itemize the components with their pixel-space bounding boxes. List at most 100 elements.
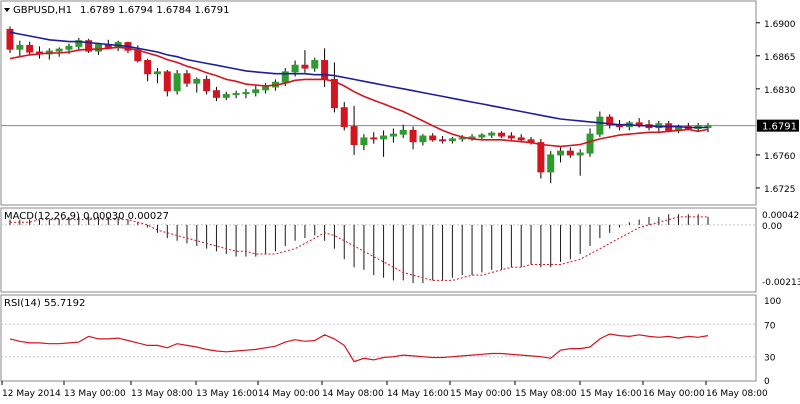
- candle-body: [55, 48, 63, 52]
- time-tick-label: 12 May 2014: [2, 389, 61, 399]
- candle-body: [606, 116, 614, 126]
- time-tick-label: 14 May 00:00: [258, 389, 320, 399]
- candle-body: [586, 133, 594, 154]
- time-tick-label: 15 May 16:00: [580, 389, 642, 399]
- symbol-label: GBPUSD,H1: [13, 5, 72, 16]
- price-tick-label: 1.6725: [764, 185, 796, 195]
- candle-body: [389, 133, 397, 137]
- price-tick-label: 1.6900: [764, 20, 796, 30]
- candle-body: [380, 135, 388, 140]
- grid-layer: [1, 125, 756, 358]
- candle-body: [163, 71, 171, 92]
- time-tick-label: 14 May 08:00: [322, 389, 384, 399]
- price-tick-label: 1.6830: [764, 86, 796, 96]
- candle-body: [517, 137, 525, 141]
- candle-body: [566, 150, 574, 156]
- candle-body: [478, 134, 486, 138]
- last-price-label: 1.6791: [762, 122, 797, 133]
- candle-body: [212, 90, 220, 98]
- candle-body: [321, 60, 329, 80]
- candle-body: [183, 73, 191, 84]
- macd-series-layer: [9, 214, 709, 284]
- candle-body: [262, 86, 270, 91]
- candle-body: [360, 137, 368, 146]
- candle-body: [350, 126, 358, 146]
- candle-body: [6, 28, 14, 50]
- candle-body: [507, 135, 515, 139]
- candle-body: [330, 78, 338, 109]
- price-tick-label: 1.6760: [764, 152, 796, 162]
- candle-body: [75, 40, 83, 47]
- candle-body: [547, 154, 555, 173]
- candle-body: [134, 49, 142, 62]
- last-price-tag: 1.6791: [757, 119, 799, 133]
- macd-panel[interactable]: [0, 207, 757, 293]
- macd-tick-label: -0.00213: [762, 278, 800, 288]
- macd-tick-label: 0.00042: [762, 211, 799, 221]
- candle-body: [340, 107, 348, 128]
- candle-body: [311, 60, 319, 69]
- candle-body: [153, 71, 161, 75]
- macd-title: MACD(12,26,9) 0.00030 0.00027: [4, 211, 169, 222]
- candle-body: [252, 89, 260, 94]
- chart-header: GBPUSD,H1 1.6789 1.6794 1.6784 1.6791: [4, 5, 230, 16]
- candle-body: [144, 60, 152, 75]
- time-tick-label: 16 May 08:00: [706, 389, 768, 399]
- candle-body: [576, 152, 584, 156]
- time-tick-label: 15 May 08:00: [515, 389, 577, 399]
- rsi-panel[interactable]: [0, 294, 757, 382]
- time-tick-label: 15 May 00:00: [450, 389, 512, 399]
- candle-body: [65, 45, 73, 50]
- fast-ma-line: [9, 46, 709, 148]
- candle-body: [193, 78, 201, 84]
- time-tick-label: 13 May 08:00: [131, 389, 193, 399]
- candle-body: [16, 44, 24, 50]
- candle-body: [26, 44, 34, 53]
- candle-body: [173, 73, 181, 92]
- time-tick-label: 13 May 16:00: [196, 389, 258, 399]
- candle-body: [281, 71, 289, 83]
- candle-body: [448, 138, 456, 142]
- candle-body: [468, 136, 476, 139]
- candle-body: [291, 64, 299, 73]
- rsi-tick-label: 100: [764, 297, 781, 307]
- time-tick-label: 13 May 00:00: [64, 389, 126, 399]
- candle-body: [488, 132, 496, 136]
- candle-body: [557, 150, 565, 156]
- time-tick-label: 14 May 16:00: [387, 389, 449, 399]
- ohlc-readout: 1.6789 1.6794 1.6784 1.6791: [80, 5, 230, 16]
- price-series-layer: [6, 26, 712, 184]
- candle-body: [399, 129, 407, 135]
- rsi-tick-label: 70: [764, 321, 776, 331]
- candle-body: [596, 116, 604, 135]
- candle-body: [498, 132, 506, 137]
- time-tick-label: 16 May 00:00: [643, 389, 705, 399]
- price-tick-label: 1.6865: [764, 53, 796, 63]
- candle-body: [232, 93, 240, 96]
- candle-body: [537, 142, 545, 173]
- rsi-line: [9, 333, 709, 363]
- candle-body: [439, 139, 447, 142]
- candle-body: [94, 43, 102, 52]
- candle-body: [409, 129, 417, 143]
- candle-body: [370, 137, 378, 140]
- rsi-title: RSI(14) 55.7192: [4, 298, 85, 309]
- rsi-tick-label: 30: [764, 354, 776, 364]
- rsi-series-layer: [9, 333, 709, 363]
- candle-body: [301, 64, 309, 69]
- candle-body: [222, 94, 230, 98]
- candle-body: [458, 137, 466, 140]
- candle-body: [419, 135, 427, 143]
- rsi-tick-label: 0: [764, 377, 770, 387]
- candle-body: [635, 122, 643, 126]
- slow-ma-line: [9, 31, 708, 129]
- price-panel[interactable]: [0, 0, 757, 206]
- macd-signal-line: [10, 216, 708, 281]
- candle-body: [242, 92, 250, 95]
- dropdown-triangle-icon[interactable]: [4, 8, 10, 12]
- candle-body: [85, 40, 93, 52]
- candle-body: [203, 78, 211, 92]
- axis-labels-layer: 1.6900 1.6865 1.6830 1.6760 1.6725 0.000420.0…: [1, 20, 800, 399]
